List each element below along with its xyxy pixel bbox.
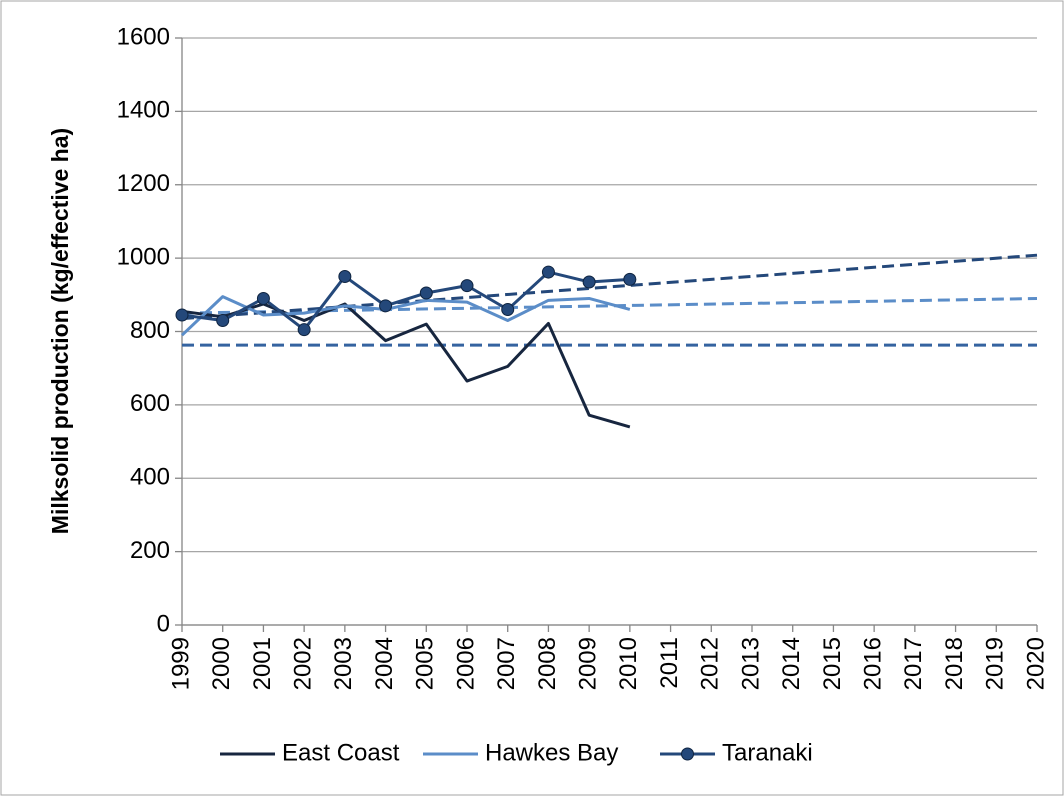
x-tick-label: 2006 — [452, 637, 479, 690]
series-line — [181, 302, 631, 429]
y-tick-label: 1400 — [117, 97, 170, 124]
x-tick-label: 2008 — [534, 637, 561, 690]
marker — [419, 286, 433, 300]
marker — [379, 299, 393, 313]
x-tick-label: 2017 — [900, 637, 927, 690]
marker — [297, 323, 311, 337]
y-tick-label: 0 — [157, 610, 170, 637]
y-tick-label: 400 — [130, 464, 170, 491]
x-tick-label: 2000 — [208, 637, 235, 690]
x-tick-label: 2014 — [778, 637, 805, 690]
trendline — [181, 296, 1038, 315]
x-tick-label: 2002 — [289, 637, 316, 690]
marker — [623, 272, 637, 286]
legend-marker — [681, 747, 694, 761]
y-tick-label: 1600 — [117, 23, 170, 50]
legend-label: Taranaki — [722, 739, 813, 766]
y-tick-label: 200 — [130, 537, 170, 564]
y-tick-label: 1000 — [117, 243, 170, 270]
x-tick-label: 2019 — [982, 637, 1009, 690]
y-tick-label: 1200 — [117, 170, 170, 197]
marker — [175, 308, 189, 322]
marker — [541, 265, 555, 279]
x-tick-label: 2001 — [249, 637, 276, 690]
y-tick-label: 800 — [130, 317, 170, 344]
x-tick-label: 2011 — [656, 637, 683, 689]
y-tick-label: 600 — [130, 390, 170, 417]
x-tick-label: 2003 — [330, 637, 357, 690]
x-tick-label: 2009 — [574, 637, 601, 690]
y-axis-title: Milksolid production (kg/effective ha) — [47, 128, 73, 534]
marker — [501, 302, 515, 316]
x-tick-label: 2018 — [941, 637, 968, 690]
x-tick-label: 2020 — [1022, 637, 1049, 690]
x-tick-label: 2004 — [371, 637, 398, 690]
x-tick-label: 2012 — [697, 637, 724, 690]
series-line — [181, 270, 630, 332]
x-tick-label: 2010 — [615, 637, 642, 690]
marker — [256, 291, 270, 305]
x-tick-label: 2016 — [859, 637, 886, 690]
series-line — [180, 295, 631, 337]
x-tick-label: 1999 — [167, 637, 194, 690]
x-tick-label: 2005 — [412, 637, 439, 690]
marker — [338, 269, 352, 283]
marker — [460, 279, 474, 293]
legend-label: Hawkes Bay — [485, 739, 618, 766]
legend-label: East Coast — [282, 739, 400, 766]
marker — [582, 275, 596, 289]
x-tick-label: 2013 — [737, 637, 764, 690]
x-tick-label: 2015 — [819, 637, 846, 690]
marker — [216, 313, 230, 327]
x-tick-label: 2007 — [493, 637, 520, 690]
